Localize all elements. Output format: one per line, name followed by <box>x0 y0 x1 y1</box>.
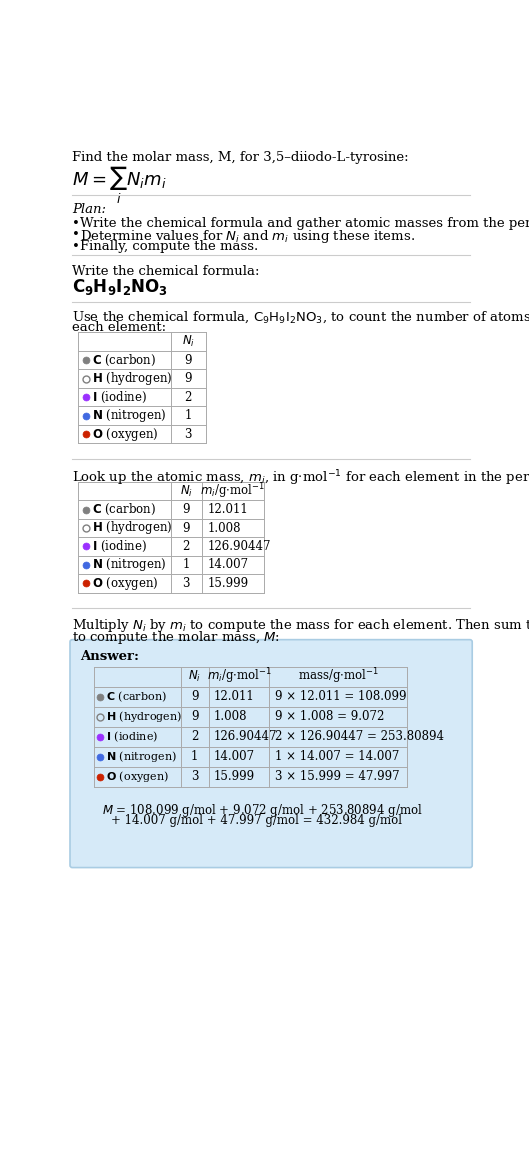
Text: 3 × 15.999 = 47.997: 3 × 15.999 = 47.997 <box>276 771 400 784</box>
Text: 2 × 126.90447 = 253.80894: 2 × 126.90447 = 253.80894 <box>276 730 444 743</box>
Text: Write the chemical formula and gather atomic masses from the periodic table.: Write the chemical formula and gather at… <box>80 217 529 230</box>
Text: Find the molar mass, M, for 3,5–diiodo-L-tyrosine:: Find the molar mass, M, for 3,5–diiodo-L… <box>72 150 409 163</box>
Text: + 14.007 g/mol + 47.997 g/mol = 432.984 g/mol: + 14.007 g/mol + 47.997 g/mol = 432.984 … <box>111 814 402 828</box>
Text: $\mathbf{O}$ (oxygen): $\mathbf{O}$ (oxygen) <box>92 575 158 592</box>
Text: $\mathbf{C}$ (carbon): $\mathbf{C}$ (carbon) <box>106 689 167 704</box>
Text: 1.008: 1.008 <box>213 710 247 723</box>
Text: $\mathbf{C}$ (carbon): $\mathbf{C}$ (carbon) <box>92 503 156 517</box>
Text: Determine values for $N_i$ and $m_i$ using these items.: Determine values for $N_i$ and $m_i$ usi… <box>80 229 415 246</box>
Text: $\mathbf{I}$ (iodine): $\mathbf{I}$ (iodine) <box>106 730 159 744</box>
Text: $\mathbf{H}$ (hydrogen): $\mathbf{H}$ (hydrogen) <box>92 370 172 387</box>
Text: 2: 2 <box>185 391 192 403</box>
Text: 2: 2 <box>191 730 198 743</box>
Text: 9 × 12.011 = 108.099: 9 × 12.011 = 108.099 <box>276 690 407 703</box>
Text: 9: 9 <box>183 521 190 534</box>
Text: $N_i$: $N_i$ <box>188 669 202 684</box>
Text: 1.008: 1.008 <box>208 521 241 534</box>
Text: 14.007: 14.007 <box>213 750 254 764</box>
Text: Multiply $N_i$ by $m_i$ to compute the mass for each element. Then sum those val: Multiply $N_i$ by $m_i$ to compute the m… <box>72 617 529 634</box>
Text: $\mathbf{N}$ (nitrogen): $\mathbf{N}$ (nitrogen) <box>92 407 166 424</box>
FancyBboxPatch shape <box>70 640 472 868</box>
Text: •: • <box>72 240 80 253</box>
Text: 9: 9 <box>191 690 198 703</box>
Text: $\mathbf{I}$ (iodine): $\mathbf{I}$ (iodine) <box>92 389 147 405</box>
Text: 1: 1 <box>183 559 190 571</box>
Text: each element:: each element: <box>72 321 167 333</box>
Text: •: • <box>72 217 80 230</box>
Text: $m_i$/g$\cdot$mol$^{-1}$: $m_i$/g$\cdot$mol$^{-1}$ <box>206 667 271 687</box>
Text: 126.90447: 126.90447 <box>213 730 277 743</box>
Text: Answer:: Answer: <box>80 649 139 662</box>
Text: Plan:: Plan: <box>72 203 106 216</box>
Text: Finally, compute the mass.: Finally, compute the mass. <box>80 240 258 253</box>
Text: $\mathbf{N}$ (nitrogen): $\mathbf{N}$ (nitrogen) <box>92 556 166 574</box>
Text: 1: 1 <box>185 409 192 422</box>
Text: 3: 3 <box>185 428 192 441</box>
Text: $\mathbf{O}$ (oxygen): $\mathbf{O}$ (oxygen) <box>92 426 158 443</box>
Text: 9: 9 <box>185 353 192 366</box>
Text: 12.011: 12.011 <box>208 503 249 517</box>
Text: $N_i$: $N_i$ <box>181 335 195 349</box>
Text: 9: 9 <box>183 503 190 517</box>
Text: $\mathbf{H}$ (hydrogen): $\mathbf{H}$ (hydrogen) <box>92 520 172 536</box>
Text: Use the chemical formula, $\mathrm{C_9H_9I_2NO_3}$, to count the number of atoms: Use the chemical formula, $\mathrm{C_9H_… <box>72 309 529 325</box>
Text: 3: 3 <box>191 771 198 784</box>
Text: 9 × 1.008 = 9.072: 9 × 1.008 = 9.072 <box>276 710 385 723</box>
Text: •: • <box>72 229 80 241</box>
Text: $\mathbf{H}$ (hydrogen): $\mathbf{H}$ (hydrogen) <box>106 709 183 724</box>
Text: $\mathbf{I}$ (iodine): $\mathbf{I}$ (iodine) <box>92 539 147 554</box>
Text: 14.007: 14.007 <box>208 559 249 571</box>
Text: to compute the molar mass, $M$:: to compute the molar mass, $M$: <box>72 628 280 646</box>
Text: 126.90447: 126.90447 <box>208 540 271 553</box>
Text: $\mathbf{C}$ (carbon): $\mathbf{C}$ (carbon) <box>92 352 156 367</box>
Text: 1: 1 <box>191 750 198 764</box>
Text: Write the chemical formula:: Write the chemical formula: <box>72 265 260 278</box>
Text: Look up the atomic mass, $m_i$, in g$\cdot$mol$^{-1}$ for each element in the pe: Look up the atomic mass, $m_i$, in g$\cd… <box>72 468 529 487</box>
Text: mass/g$\cdot$mol$^{-1}$: mass/g$\cdot$mol$^{-1}$ <box>298 667 379 687</box>
Text: $M = \sum_i N_i m_i$: $M = \sum_i N_i m_i$ <box>72 164 167 205</box>
Text: 3: 3 <box>183 577 190 590</box>
Text: $N_i$: $N_i$ <box>180 484 193 499</box>
Text: $\mathbf{C_9H_9I_2NO_3}$: $\mathbf{C_9H_9I_2NO_3}$ <box>72 278 168 297</box>
Text: 1 × 14.007 = 14.007: 1 × 14.007 = 14.007 <box>276 750 400 764</box>
Text: 2: 2 <box>183 540 190 553</box>
Text: 15.999: 15.999 <box>208 577 249 590</box>
Text: 9: 9 <box>185 372 192 385</box>
Text: $m_i$/g$\cdot$mol$^{-1}$: $m_i$/g$\cdot$mol$^{-1}$ <box>200 482 265 501</box>
Text: $\mathbf{N}$ (nitrogen): $\mathbf{N}$ (nitrogen) <box>106 750 177 764</box>
Text: 12.011: 12.011 <box>213 690 254 703</box>
Text: 15.999: 15.999 <box>213 771 254 784</box>
Text: $M$ = 108.099 g/mol + 9.072 g/mol + 253.80894 g/mol: $M$ = 108.099 g/mol + 9.072 g/mol + 253.… <box>102 802 423 820</box>
Text: 9: 9 <box>191 710 198 723</box>
Text: $\mathbf{O}$ (oxygen): $\mathbf{O}$ (oxygen) <box>106 770 169 785</box>
